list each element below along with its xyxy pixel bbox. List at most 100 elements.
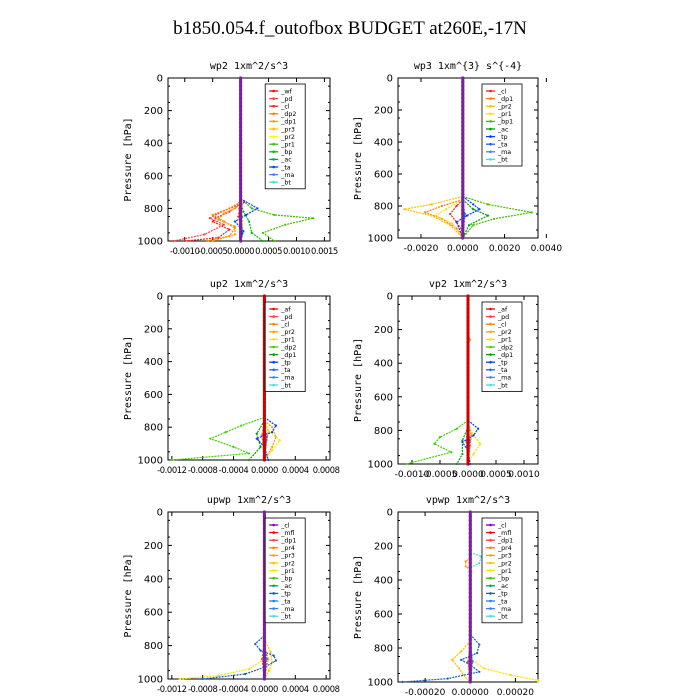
series-line-dp1 <box>456 426 469 465</box>
series-point <box>482 667 485 670</box>
legend-label: _bt <box>280 382 291 389</box>
y-tick-label: 800 <box>144 423 163 434</box>
legend-label: _pd <box>280 314 292 321</box>
series-marker <box>461 112 465 116</box>
legend-marker <box>489 120 492 123</box>
series-marker <box>466 437 470 441</box>
series-point <box>269 651 272 654</box>
series-point <box>222 212 225 215</box>
series-point <box>460 658 463 662</box>
legend-label: _bt <box>280 614 291 621</box>
x-tick-label: 0.0004 <box>282 465 309 475</box>
series-marker <box>468 535 472 540</box>
series-marker <box>239 161 243 166</box>
series-marker <box>461 196 465 200</box>
y-tick-label: 200 <box>374 106 393 117</box>
series-point <box>536 680 540 684</box>
y-tick-label: 200 <box>374 542 393 553</box>
series-marker <box>239 182 243 186</box>
series-line-dp1 <box>423 199 464 239</box>
legend-marker <box>272 368 276 372</box>
series-point <box>274 659 278 662</box>
x-tick-label: 0.0040 <box>531 244 563 254</box>
x-tick-label: 0.0010 <box>283 246 310 256</box>
series-marker <box>262 664 267 669</box>
series-marker <box>461 224 465 228</box>
series-point <box>267 657 270 661</box>
series-marker <box>466 365 470 369</box>
series-marker <box>468 659 472 663</box>
series-point <box>250 207 253 210</box>
series-marker <box>461 200 465 204</box>
series-marker <box>466 445 470 449</box>
series-point <box>233 233 237 236</box>
y-tick-label: 400 <box>374 359 393 370</box>
series-point <box>233 225 237 228</box>
legend-label: _tp <box>280 591 291 598</box>
legend-label: _wf <box>280 88 292 95</box>
series-marker <box>461 212 465 216</box>
series-point <box>446 677 449 680</box>
x-tick-label: 0.0015 <box>311 246 338 256</box>
series-point <box>255 437 258 440</box>
series-point <box>455 462 458 466</box>
series-point <box>464 565 467 568</box>
series-marker <box>461 232 465 236</box>
x-tick-label: -0.0005 <box>423 470 458 480</box>
x-tick-label: 0.0000 <box>447 244 479 254</box>
series-marker <box>461 140 465 144</box>
legend-marker <box>272 89 276 93</box>
series-marker <box>466 416 470 420</box>
series-point <box>486 203 489 206</box>
legend-label: _pd <box>280 96 292 103</box>
y-axis-label: Pressure [hPa] <box>353 555 364 639</box>
series-point <box>172 239 175 243</box>
y-tick-label: 0 <box>387 292 393 303</box>
series-point <box>478 643 481 646</box>
series-point <box>247 452 251 455</box>
legend-marker <box>489 538 492 542</box>
series-line-pr2 <box>404 195 464 239</box>
legend-label: _cl <box>497 88 507 95</box>
series-line-tp <box>455 195 481 239</box>
series-line-pr3 <box>465 557 471 571</box>
series-marker <box>468 582 472 586</box>
series-marker <box>466 298 470 302</box>
series-line-bt <box>470 552 483 569</box>
legend-marker <box>272 173 276 176</box>
series-marker <box>466 395 470 399</box>
series-point <box>271 445 274 448</box>
x-tick-label: -0.00020 <box>405 688 446 698</box>
x-tick-label: -0.0012 <box>157 684 187 694</box>
legend-marker <box>489 561 492 565</box>
plot-frame <box>167 77 331 242</box>
legend-marker <box>272 614 276 618</box>
series-point <box>247 667 251 671</box>
legend-marker <box>489 158 492 161</box>
legend-marker <box>489 584 492 588</box>
page-title: b1850.054.f_outofbox BUDGET at260E,-17N <box>173 18 527 39</box>
series-marker <box>262 401 267 405</box>
series-marker <box>461 176 465 180</box>
series-marker <box>466 370 470 374</box>
legend-label: _ma <box>280 172 294 179</box>
chart-panel-2: wp3 1xm^{3} s^{-4} Pressure [hPa] 0 200 400 6… <box>353 61 562 254</box>
series-point <box>274 424 278 427</box>
series-marker <box>468 569 472 574</box>
legend-marker <box>489 142 492 146</box>
x-tick-label: -0.0020 <box>404 244 439 254</box>
series-marker <box>468 540 472 544</box>
y-axis-label: Pressure [hPa] <box>123 553 134 637</box>
y-tick-label: 1000 <box>138 237 163 248</box>
legend-marker <box>489 345 492 349</box>
series-marker <box>461 188 465 192</box>
series-point <box>232 445 235 448</box>
series-marker <box>262 673 267 677</box>
series-marker <box>468 642 472 646</box>
series-marker <box>466 344 470 348</box>
legend-label: _dp1 <box>280 538 296 545</box>
series-marker <box>466 328 470 332</box>
y-tick-label: 800 <box>374 426 393 437</box>
chart-title: vp2 1xm^2/s^3 <box>429 279 507 290</box>
series-point <box>530 211 533 214</box>
